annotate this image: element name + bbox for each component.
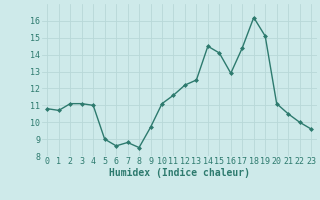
X-axis label: Humidex (Indice chaleur): Humidex (Indice chaleur): [109, 168, 250, 178]
